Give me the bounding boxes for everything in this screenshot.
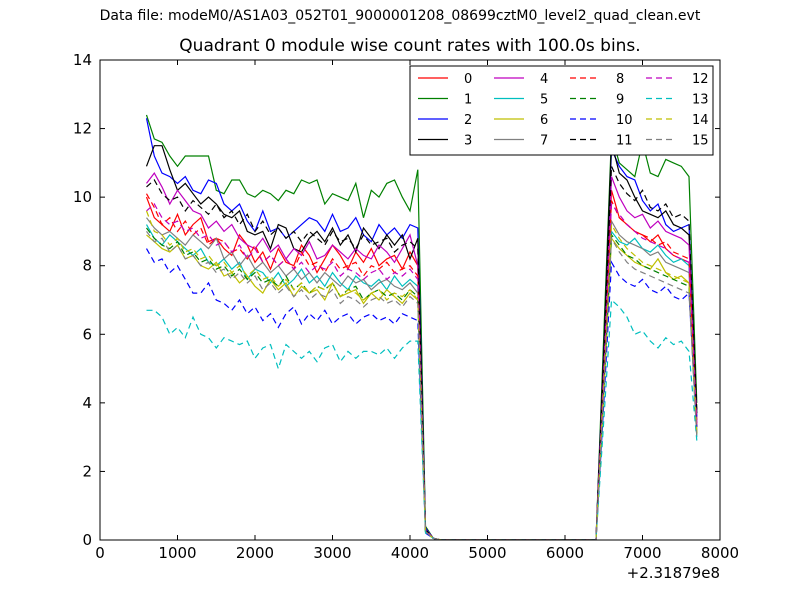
y-tick-label: 4 xyxy=(82,394,92,412)
tick-layer: 0 1000 2000 3000 4000 5000 6000 7000 80000246810… xyxy=(73,51,739,562)
y-tick-label: 12 xyxy=(73,120,92,138)
legend-box xyxy=(409,65,714,156)
x-axis-offset-label: +2.31879e8 xyxy=(627,564,720,582)
legend-label-15: 15 xyxy=(692,134,709,149)
chart-title: Quadrant 0 module wise count rates with … xyxy=(179,36,641,56)
series-line-9 xyxy=(146,227,698,540)
legend-label-11: 11 xyxy=(616,134,633,149)
series-layer xyxy=(145,114,698,540)
legend-label-13: 13 xyxy=(692,93,709,108)
x-tick-label: 7000 xyxy=(623,544,661,562)
legend-label-0: 0 xyxy=(464,72,472,87)
legend-label-10: 10 xyxy=(616,113,633,128)
y-tick-label: 8 xyxy=(82,257,92,275)
x-tick-label: 0 xyxy=(95,544,105,562)
y-tick-label: 10 xyxy=(73,188,92,206)
x-tick-label: 8000 xyxy=(701,544,739,562)
legend-label-1: 1 xyxy=(464,93,472,108)
legend-label-7: 7 xyxy=(540,134,548,149)
series-line-12 xyxy=(146,202,698,540)
x-tick-label: 3000 xyxy=(313,544,351,562)
x-tick-label: 5000 xyxy=(468,544,506,562)
legend-label-8: 8 xyxy=(616,72,624,87)
legend-label-6: 6 xyxy=(540,113,548,128)
data-file-title: Data file: modeM0/AS1A03_052T01_90000012… xyxy=(99,8,701,24)
y-tick-label: 14 xyxy=(73,51,92,69)
y-tick-label: 6 xyxy=(82,325,92,343)
y-tick-label: 0 xyxy=(82,531,92,549)
legend-label-5: 5 xyxy=(540,93,548,108)
legend-label-9: 9 xyxy=(616,93,624,108)
legend-label-12: 12 xyxy=(692,72,709,87)
x-tick-label: 4000 xyxy=(391,544,429,562)
legend-label-14: 14 xyxy=(692,113,709,128)
legend-label-4: 4 xyxy=(540,72,548,87)
legend-label-3: 3 xyxy=(464,134,472,149)
series-line-1 xyxy=(145,114,698,540)
y-tick-label: 2 xyxy=(82,462,92,480)
x-tick-label: 2000 xyxy=(236,544,274,562)
series-line-13 xyxy=(146,298,698,540)
x-tick-label: 1000 xyxy=(158,544,196,562)
series-line-15 xyxy=(146,231,698,540)
legend-label-2: 2 xyxy=(464,113,472,128)
x-tick-label: 6000 xyxy=(546,544,584,562)
